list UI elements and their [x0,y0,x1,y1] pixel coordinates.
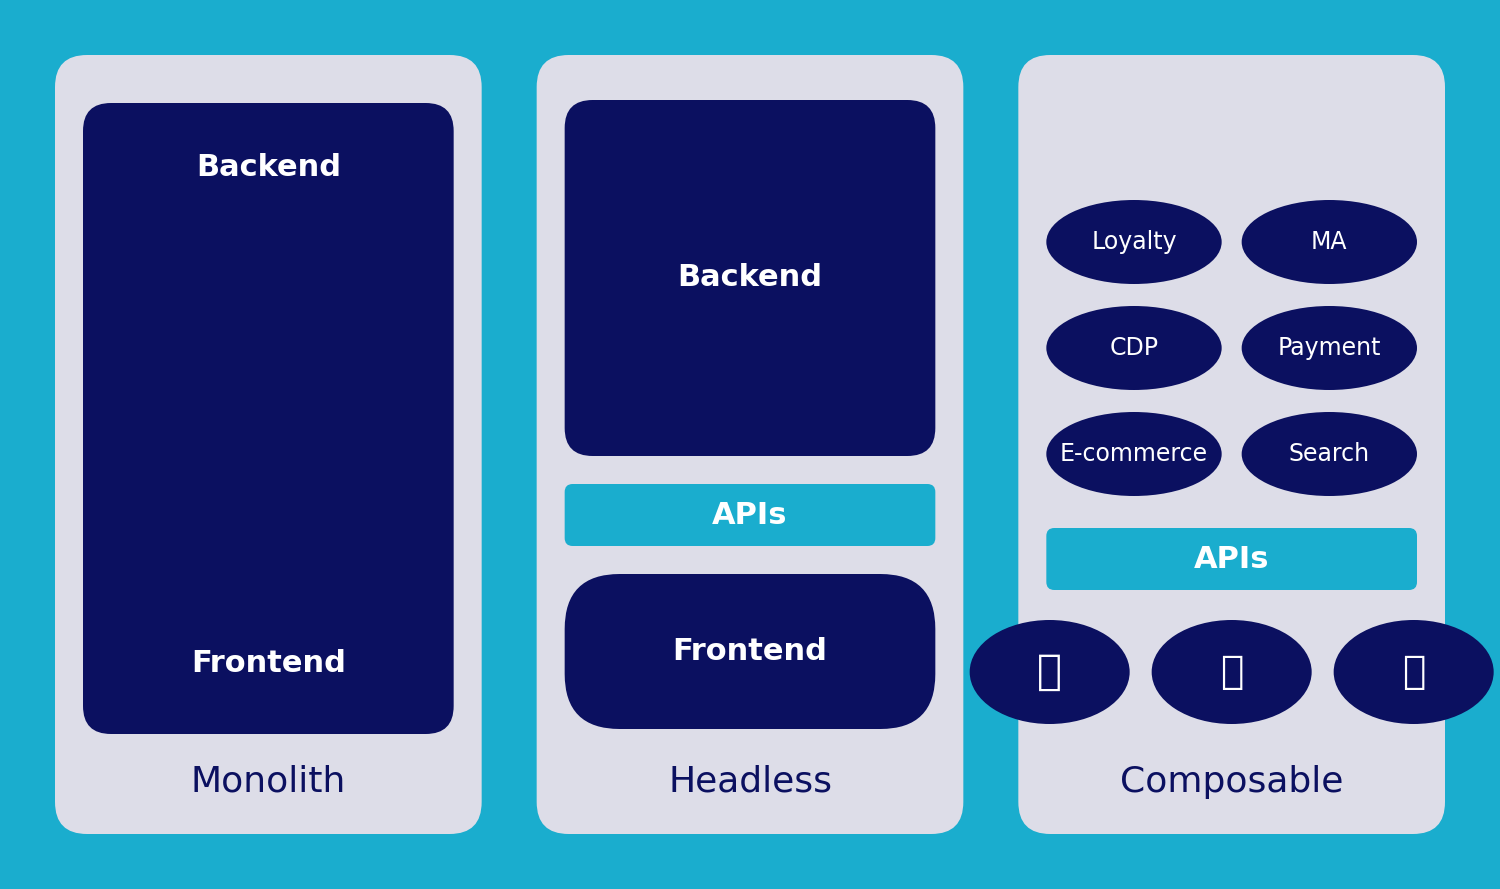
Text: Backend: Backend [678,263,822,292]
Text: 📱: 📱 [1036,651,1062,693]
Ellipse shape [1242,306,1418,390]
Text: MA: MA [1311,230,1347,254]
Text: APIs: APIs [1194,544,1269,573]
Text: Backend: Backend [196,154,340,182]
FancyBboxPatch shape [564,484,936,546]
Ellipse shape [1334,620,1494,724]
Text: CDP: CDP [1110,336,1158,360]
Ellipse shape [1047,200,1221,284]
Ellipse shape [1152,620,1311,724]
Text: E-commerce: E-commerce [1060,442,1208,466]
FancyBboxPatch shape [1019,55,1444,834]
Text: APIs: APIs [712,501,788,530]
Text: Loyalty: Loyalty [1090,230,1178,254]
Text: Monolith: Monolith [190,765,346,799]
Text: Frontend: Frontend [672,637,828,666]
Text: Search: Search [1288,442,1370,466]
Ellipse shape [1242,412,1418,496]
Ellipse shape [1047,412,1221,496]
Text: Composable: Composable [1120,765,1344,799]
FancyBboxPatch shape [537,55,963,834]
FancyBboxPatch shape [82,103,453,734]
Text: 💻: 💻 [1220,653,1244,691]
Text: Payment: Payment [1278,336,1382,360]
Text: Headless: Headless [668,765,832,799]
Text: 🏪: 🏪 [1402,653,1425,691]
FancyBboxPatch shape [564,574,936,729]
Ellipse shape [1242,200,1418,284]
FancyBboxPatch shape [56,55,482,834]
Ellipse shape [1047,306,1221,390]
FancyBboxPatch shape [564,100,936,456]
FancyBboxPatch shape [1047,528,1418,590]
Ellipse shape [969,620,1130,724]
Text: Frontend: Frontend [190,650,346,678]
